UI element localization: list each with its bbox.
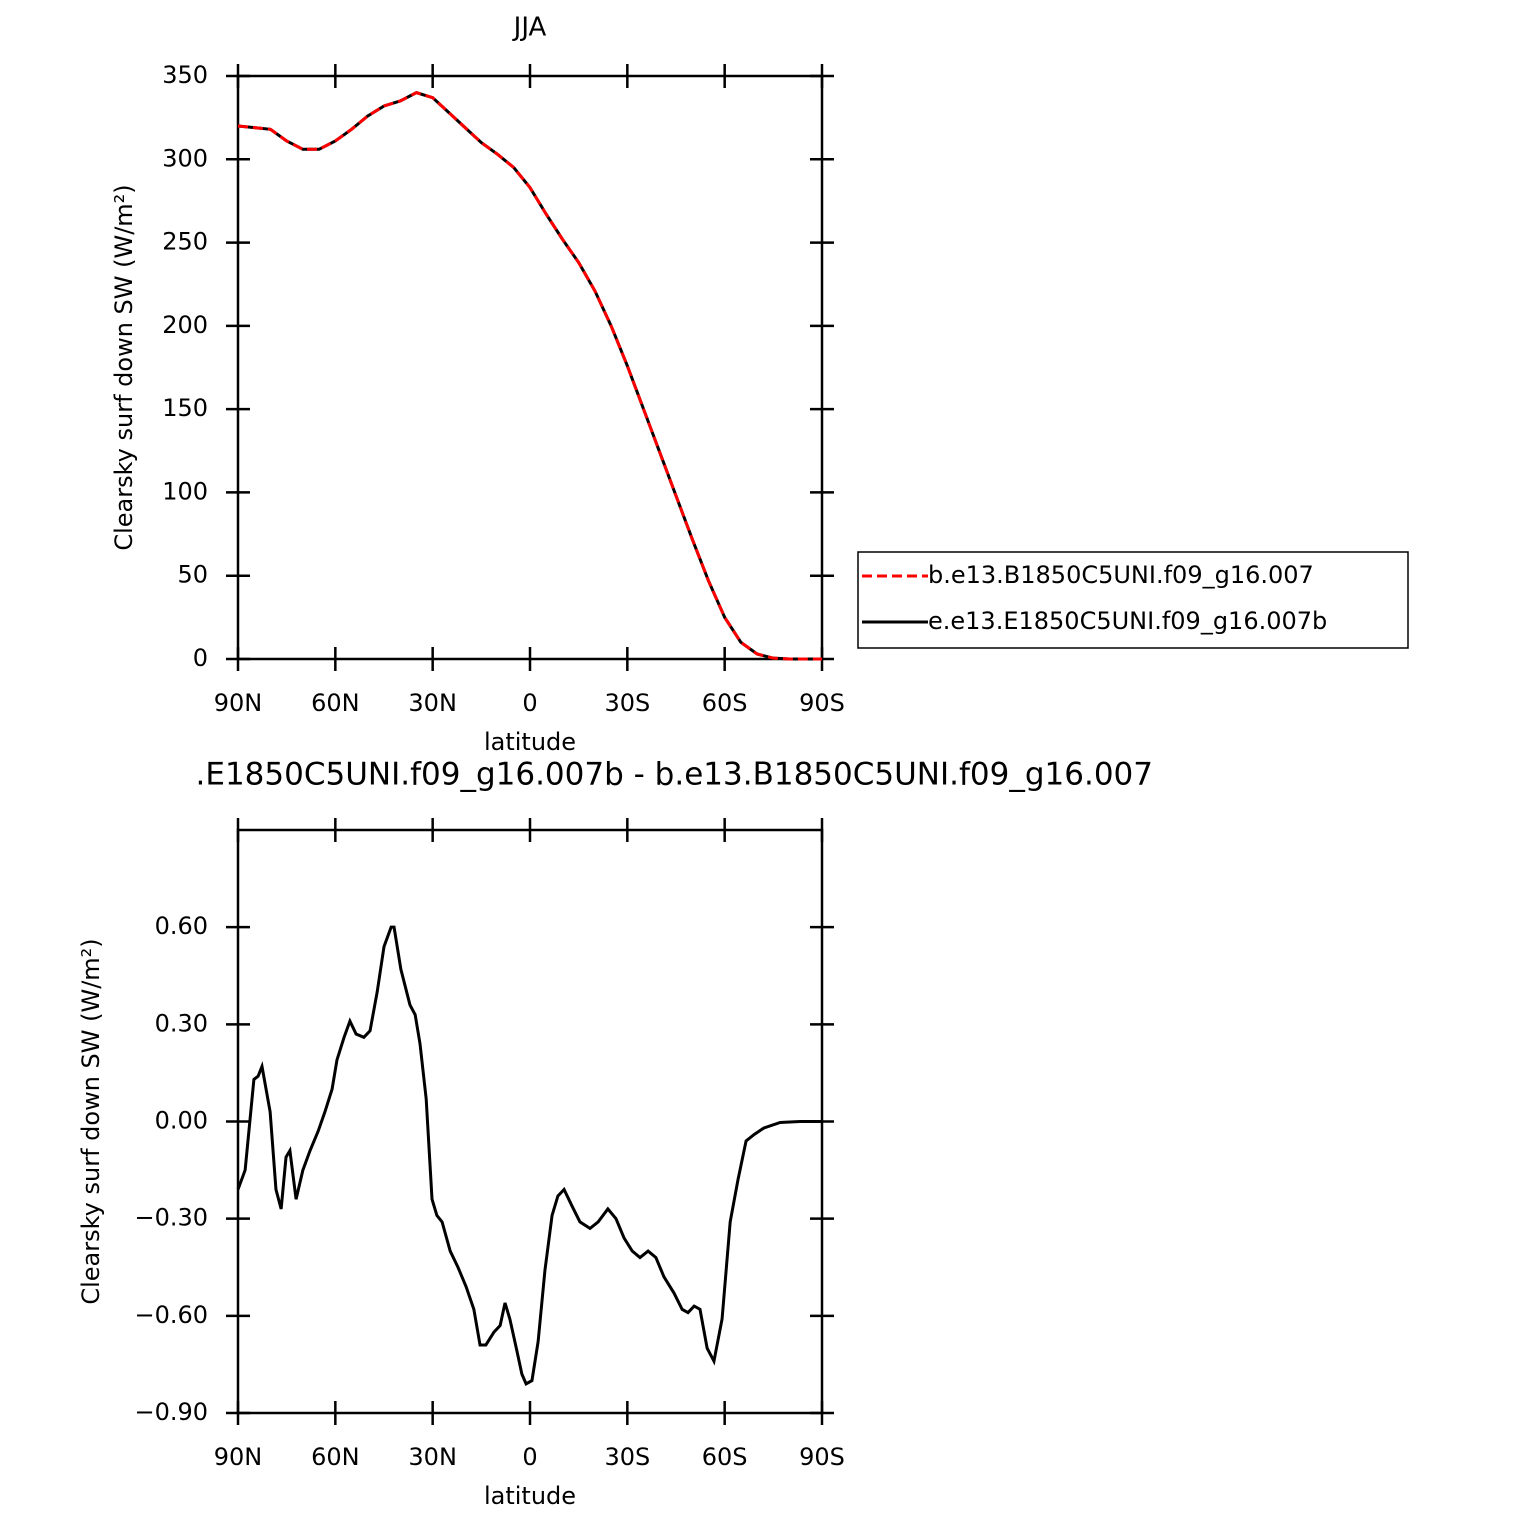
x-tick-label: 30S [604, 689, 650, 717]
x-axis-label: latitude [484, 1482, 576, 1510]
x-tick-label: 90S [799, 1443, 845, 1471]
x-tick-label: 60S [702, 689, 748, 717]
line-series [237, 91, 822, 661]
x-tick-label: 60S [702, 1443, 748, 1471]
x-tick-label: 0 [522, 689, 537, 717]
y-tick-label: 350 [162, 61, 208, 89]
x-axis-label: latitude [484, 728, 576, 756]
y-tick-label: 50 [177, 561, 208, 589]
y-tick-label: 0.60 [155, 912, 208, 940]
y-tick-label: −0.90 [134, 1398, 208, 1426]
y-tick-label: 200 [162, 311, 208, 339]
x-tick-label: 30S [604, 1443, 650, 1471]
x-tick-label: 60N [311, 1443, 360, 1471]
y-tick-label: −0.30 [134, 1204, 208, 1232]
x-tick-label: 0 [522, 1443, 537, 1471]
y-axis-label: Clearsky surf down SW (W/m²) [110, 184, 138, 550]
x-tick-label: 30N [408, 1443, 457, 1471]
y-tick-label: 150 [162, 394, 208, 422]
chart-title: .E1850C5UNI.f09_g16.007b - b.e13.B1850C5… [196, 757, 1153, 793]
y-tick-label: 0.00 [155, 1107, 208, 1135]
legend-box [857, 551, 1409, 649]
x-tick-label: 90N [214, 1443, 263, 1471]
y-tick-label: 250 [162, 228, 208, 256]
y-tick-label: 0 [193, 644, 208, 672]
y-axis-label: Clearsky surf down SW (W/m²) [77, 938, 105, 1304]
y-tick-label: −0.60 [134, 1301, 208, 1329]
x-tick-label: 60N [311, 689, 360, 717]
y-tick-label: 0.30 [155, 1009, 208, 1037]
plot-frame [236, 828, 824, 1415]
line-series [237, 91, 822, 661]
x-tick-label: 90S [799, 689, 845, 717]
chart-title: JJA [512, 13, 547, 43]
line-series [236, 925, 822, 1386]
y-tick-label: 300 [162, 144, 208, 172]
x-tick-label: 30N [408, 689, 457, 717]
x-tick-label: 90N [214, 689, 263, 717]
legend-label: e.e13.E1850C5UNI.f09_g16.007b [928, 607, 1327, 635]
legend-label: b.e13.B1850C5UNI.f09_g16.007 [928, 561, 1314, 589]
plot-frame [236, 74, 824, 661]
y-tick-label: 100 [162, 477, 208, 505]
